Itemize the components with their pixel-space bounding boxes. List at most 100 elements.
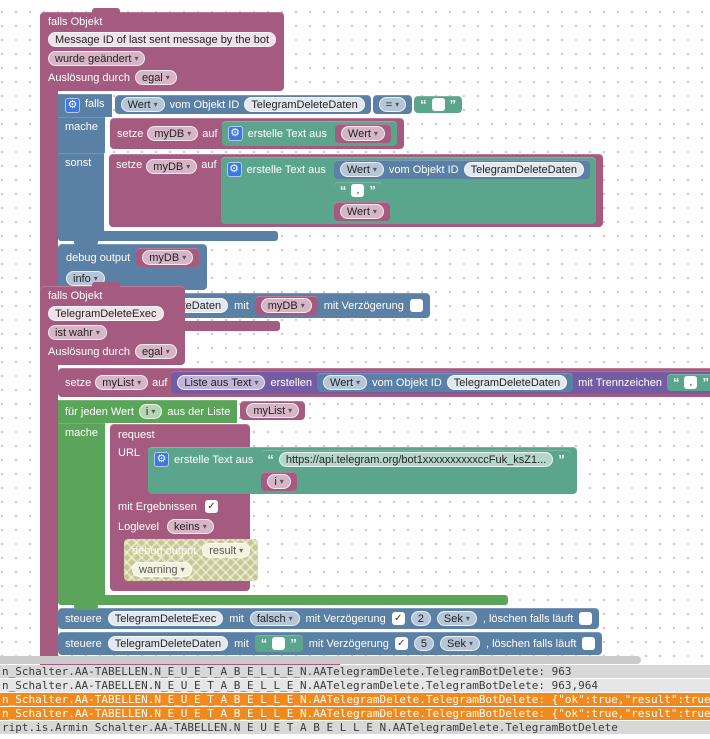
if-else-block[interactable]: ⚙ falls Wert ▾ vom Objekt ID TelegramDele… xyxy=(58,94,603,246)
mutator-gear-icon[interactable]: ⚙ xyxy=(226,162,242,177)
quote-open-icon: “ xyxy=(420,97,427,112)
set-variable-block[interactable]: setze myList ▾ auf Liste aus Text ▾ erstel… xyxy=(58,368,710,397)
create-text-label: ⚙ erstelle Text aus xyxy=(154,450,253,467)
loglevel-dropdown[interactable]: keins ▾ xyxy=(167,519,214,534)
delay-unit-dropdown[interactable]: Sek ▾ xyxy=(436,611,477,626)
trigger-mode-row: Auslösung durch egal ▾ xyxy=(48,344,177,359)
variable-dropdown[interactable]: myDB ▾ xyxy=(146,159,198,174)
empty-text-block[interactable]: “ ” xyxy=(414,96,463,113)
value-dropdown[interactable]: falsch ▾ xyxy=(249,611,300,626)
chevron-down-icon: ▾ xyxy=(151,406,156,416)
text-field[interactable]: , xyxy=(351,184,365,197)
url-text-block[interactable]: “ https://api.telegram.org/bot1xxxxxxxxx… xyxy=(261,450,571,469)
trigger-header[interactable]: falls Objekt Message ID of last sent mes… xyxy=(40,8,285,91)
variable-value-block[interactable]: Wert ▾ xyxy=(334,124,391,143)
condition-dropdown[interactable]: ist wahr ▾ xyxy=(48,325,107,340)
get-value-block[interactable]: Wert ▾ vom Objekt ID TelegramDeleteDaten xyxy=(114,95,371,114)
loop-item-dropdown[interactable]: i ▾ xyxy=(138,404,163,419)
chevron-down-icon: ▾ xyxy=(153,99,158,109)
variable-dropdown[interactable]: myDB ▾ xyxy=(142,250,194,265)
text-field-empty[interactable] xyxy=(272,637,286,650)
object-id-field[interactable]: Message ID of last sent message by the b… xyxy=(48,32,277,47)
else-statements: setze myDB ▾ auf ⚙ erstelle Text aus xyxy=(104,153,603,231)
delay-unit-dropdown[interactable]: Sek ▾ xyxy=(440,636,480,651)
compare-operator-block[interactable]: = ▾ xyxy=(372,95,413,114)
list-type-dropdown[interactable]: Liste aus Text ▾ xyxy=(177,375,266,390)
results-checkbox-checked[interactable]: ✓ xyxy=(204,500,218,513)
trigger-block-message-id[interactable]: falls Objekt Message ID of last sent mes… xyxy=(40,8,603,336)
oid-field[interactable]: TelegramDeleteDaten xyxy=(446,375,568,390)
chevron-down-icon: ▾ xyxy=(165,72,170,82)
url-text-field[interactable]: https://api.telegram.org/bot1xxxxxxxxxxc… xyxy=(278,452,554,467)
variable-value-block[interactable]: myDB ▾ xyxy=(254,296,318,315)
delay-checkbox-checked[interactable]: ✓ xyxy=(394,637,408,650)
delay-checkbox-checked[interactable]: ✓ xyxy=(391,612,405,625)
attr-dropdown[interactable]: Wert ▾ xyxy=(323,375,368,390)
object-id-field[interactable]: TelegramDeleteExec xyxy=(48,306,164,321)
control-block[interactable]: steuere TelegramDeleteExec mit falsch ▾ m… xyxy=(58,608,600,629)
create-text-block[interactable]: ⚙ erstelle Text aus Wert ▾ xyxy=(221,121,397,146)
oid-field[interactable]: TelegramDeleteDaten xyxy=(244,97,365,112)
empty-text-block[interactable]: “ ” xyxy=(254,635,303,652)
variable-dropdown[interactable]: i ▾ xyxy=(267,474,291,489)
for-each-block[interactable]: für jeden Wert i ▾ aus der Liste myList ▾ … xyxy=(58,400,577,610)
disabled-debug-block[interactable]: debug output result ▾ warning ▾ xyxy=(124,539,258,581)
loglevel-dropdown[interactable]: warning ▾ xyxy=(132,562,192,577)
trigger-block-delete-exec[interactable]: falls Objekt TelegramDeleteExec ist wahr… xyxy=(40,282,710,673)
variable-dropdown[interactable]: myDB ▾ xyxy=(260,298,312,313)
variable-dropdown[interactable]: Wert ▾ xyxy=(340,126,385,141)
variable-dropdown[interactable]: myDB ▾ xyxy=(147,126,199,141)
oid-field[interactable]: TelegramDeleteExec xyxy=(107,611,224,626)
request-block[interactable]: request URL ⚙ erstelle Text aus xyxy=(110,424,577,591)
trigger-header[interactable]: falls Objekt TelegramDeleteExec ist wahr… xyxy=(40,282,185,365)
attr-dropdown[interactable]: Wert ▾ xyxy=(120,97,165,112)
text-block-separator[interactable]: “ , ” xyxy=(666,374,710,391)
variable-dropdown[interactable]: Wert ▾ xyxy=(339,204,384,219)
chevron-down-icon: ▾ xyxy=(180,564,185,574)
quote-open-icon: “ xyxy=(260,636,268,651)
trigger-mode-dropdown[interactable]: egal ▾ xyxy=(134,344,177,359)
do-statements: setze myDB ▾ auf ⚙ erstelle Text aus xyxy=(105,117,404,153)
clear-running-checkbox-unchecked[interactable] xyxy=(579,612,593,625)
variable-value-block[interactable]: myDB ▾ xyxy=(136,248,200,267)
set-variable-block[interactable]: setze myDB ▾ auf ⚙ erstelle Text aus xyxy=(109,154,603,227)
chevron-down-icon: ▾ xyxy=(372,206,377,216)
variable-dropdown[interactable]: result ▾ xyxy=(202,543,251,558)
get-value-block[interactable]: Wert ▾ vom Objekt ID TelegramDeleteDaten xyxy=(333,160,590,179)
quote-close-icon: ” xyxy=(558,452,565,467)
list-from-text-block[interactable]: Liste aus Text ▾ erstellen Wert ▾ vom Obje… xyxy=(171,371,710,394)
loop-footer xyxy=(58,595,508,610)
text-field[interactable]: , xyxy=(684,376,698,389)
variable-value-block[interactable]: myList ▾ xyxy=(240,401,306,420)
trigger-mode-dropdown[interactable]: egal ▾ xyxy=(134,70,177,85)
create-text-block[interactable]: ⚙ erstelle Text aus “ https://api.telegr… xyxy=(148,447,577,494)
debug-output-block[interactable]: debug output myDB ▾ info ▾ xyxy=(58,244,208,290)
text-field-empty[interactable] xyxy=(431,98,445,111)
text-block-separator[interactable]: “ , ” xyxy=(333,182,382,199)
oid-field[interactable]: TelegramDeleteDaten xyxy=(107,636,229,651)
operator-dropdown[interactable]: = ▾ xyxy=(378,97,407,112)
create-text-block[interactable]: ⚙ erstelle Text aus Wert ▾ vom Objekt ID … xyxy=(220,157,596,224)
control-block[interactable]: steuere TelegramDeleteDaten mit “ ” mit … xyxy=(58,632,603,655)
delay-value-field[interactable]: 5 xyxy=(413,636,434,651)
variable-value-block[interactable]: Wert ▾ xyxy=(333,202,390,221)
chevron-down-icon: ▾ xyxy=(300,300,305,310)
delay-value-field[interactable]: 2 xyxy=(410,611,431,626)
set-variable-block[interactable]: setze myDB ▾ auf ⚙ erstelle Text aus xyxy=(110,118,404,149)
mutator-gear-icon[interactable]: ⚙ xyxy=(65,98,80,113)
variable-value-block[interactable]: i ▾ xyxy=(261,472,297,491)
quote-open-icon: “ xyxy=(672,375,680,390)
variable-dropdown[interactable]: myList ▾ xyxy=(95,375,149,390)
condition-dropdown[interactable]: wurde geändert ▾ xyxy=(48,51,146,66)
clear-running-checkbox-unchecked[interactable] xyxy=(582,637,596,650)
create-text-label: ⚙ erstelle Text aus xyxy=(226,160,326,177)
variable-dropdown[interactable]: myList ▾ xyxy=(246,403,300,418)
mutator-gear-icon[interactable]: ⚙ xyxy=(154,452,170,467)
mutator-gear-icon[interactable]: ⚙ xyxy=(227,126,243,141)
attr-dropdown[interactable]: Wert ▾ xyxy=(339,162,384,177)
get-value-block[interactable]: Wert ▾ vom Objekt ID TelegramDeleteDaten xyxy=(317,373,574,392)
delay-checkbox-unchecked[interactable] xyxy=(409,299,423,312)
oid-field[interactable]: TelegramDeleteDaten xyxy=(463,162,584,177)
horizontal-scrollbar[interactable] xyxy=(0,656,641,664)
